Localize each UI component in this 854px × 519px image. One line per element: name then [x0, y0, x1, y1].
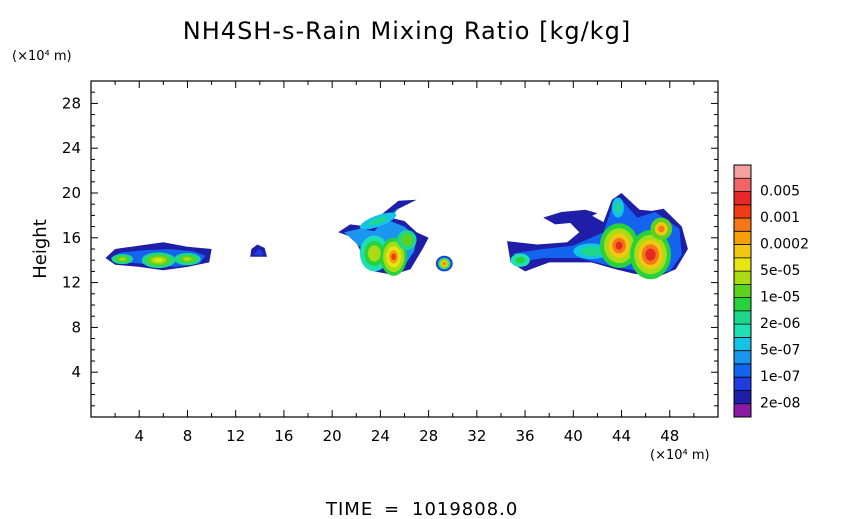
- colorbar-label: 0.0002: [760, 237, 809, 253]
- colorbar-swatch: [734, 310, 751, 325]
- cloud-e-core3: [629, 229, 671, 280]
- cloud-e-streak: [543, 209, 598, 225]
- cloud-a-core1: [111, 254, 134, 265]
- time-value: 1019808.0: [412, 499, 518, 519]
- contour-level: [368, 216, 388, 226]
- cloud-a-core2: [141, 252, 176, 269]
- x-tick-label: 40: [564, 427, 583, 445]
- colorbar-swatch: [734, 244, 751, 259]
- cloud-b-core: [253, 249, 264, 256]
- contour-level: [645, 248, 656, 261]
- x-tick-label: 28: [419, 427, 438, 445]
- cloud-e-tower: [611, 197, 624, 218]
- y-tick-label: 8: [71, 318, 81, 336]
- time-equals: =: [384, 499, 400, 519]
- colorbar: 2e-08 1e-07 5e-07 2e-06 1e-05 5e-05 0.0002 0.00…: [733, 164, 809, 418]
- colorbar-label: 2e-08: [760, 396, 800, 412]
- y-tick-label: 12: [62, 274, 81, 292]
- colorbar-swatch: [734, 324, 751, 338]
- contour-level: [515, 256, 526, 264]
- colorbar-label: 1e-05: [760, 290, 800, 306]
- colorbar-swatch: [734, 284, 751, 298]
- x-tick-label: 36: [516, 427, 535, 445]
- time-footer: TIME = 1019808.0: [325, 499, 518, 519]
- x-tick-label: 24: [371, 427, 390, 445]
- y-tick-label: 24: [62, 139, 81, 157]
- contour-level: [154, 258, 163, 262]
- contour-level: [367, 245, 381, 262]
- colorbar-label: 0.001: [760, 210, 800, 226]
- contour-level: [615, 241, 623, 250]
- x-tick-label: 48: [660, 427, 679, 445]
- colorbar-swatch: [734, 178, 751, 192]
- colorbar-swatch: [734, 271, 751, 285]
- y-tick-label: 16: [62, 229, 81, 247]
- colorbar-swatch: [734, 403, 751, 418]
- x-tick-label: 12: [226, 427, 245, 445]
- cloud-e-core0: [510, 253, 530, 267]
- colorbar-swatch: [734, 297, 751, 312]
- x-tick-label: 32: [467, 427, 486, 445]
- colorbar-frame: [733, 164, 752, 418]
- plot-area: [105, 193, 688, 280]
- colorbar-swatch: [734, 257, 751, 272]
- colorbar-label: 1e-07: [760, 369, 800, 385]
- cloud-a-core3: [174, 252, 201, 266]
- plot-frame: [90, 80, 719, 418]
- contour-level: [658, 225, 665, 233]
- colorbar-swatch: [734, 377, 751, 391]
- x-tick-label: 16: [274, 427, 293, 445]
- colorbar-label: 2e-06: [760, 316, 800, 332]
- contour-level: [442, 262, 446, 265]
- chart-title: NH4SH-s-Rain Mixing Ratio [kg/kg]: [183, 17, 631, 45]
- colorbar-swatch: [734, 363, 751, 378]
- y-tick-label: 4: [71, 363, 81, 381]
- cloud-c-arm: [359, 212, 397, 230]
- colorbar-swatch: [734, 204, 751, 219]
- x-tick-label: 4: [134, 427, 144, 445]
- y-tick-label: 20: [62, 184, 81, 202]
- colorbar-label: 0.005: [760, 184, 800, 200]
- colorbar-swatch: [734, 165, 751, 179]
- colorbar-swatch: [734, 337, 751, 351]
- contour-level: [391, 253, 397, 261]
- contour-level: [119, 257, 126, 261]
- cloud-e-core2: [599, 223, 639, 269]
- cloud-d-core: [435, 255, 453, 272]
- colorbar-swatch: [734, 218, 751, 232]
- colorbar-swatch: [734, 191, 751, 206]
- x-tick-label: 20: [323, 427, 342, 445]
- colorbar-swatch: [734, 231, 751, 245]
- y-unit-label: (×10⁴ m): [12, 49, 72, 64]
- time-label: TIME: [325, 499, 373, 519]
- colorbar-swatch: [734, 350, 751, 365]
- y-tick-label: 28: [62, 94, 81, 112]
- x-tick-label: 8: [183, 427, 193, 445]
- contour-level: [183, 257, 192, 261]
- cloud-e-core4: [650, 217, 673, 241]
- contour-level: [401, 233, 413, 247]
- colorbar-label: 5e-05: [760, 263, 800, 279]
- x-unit-label: (×10⁴ m): [650, 448, 710, 463]
- contour-level: [580, 246, 603, 256]
- colorbar-swatch: [734, 390, 751, 405]
- y-axis-label: Height: [30, 219, 51, 279]
- contour-level: [614, 202, 621, 213]
- cloud-c-core3: [397, 229, 417, 251]
- x-tick-label: 44: [612, 427, 631, 445]
- colorbar-label: 5e-07: [760, 343, 800, 359]
